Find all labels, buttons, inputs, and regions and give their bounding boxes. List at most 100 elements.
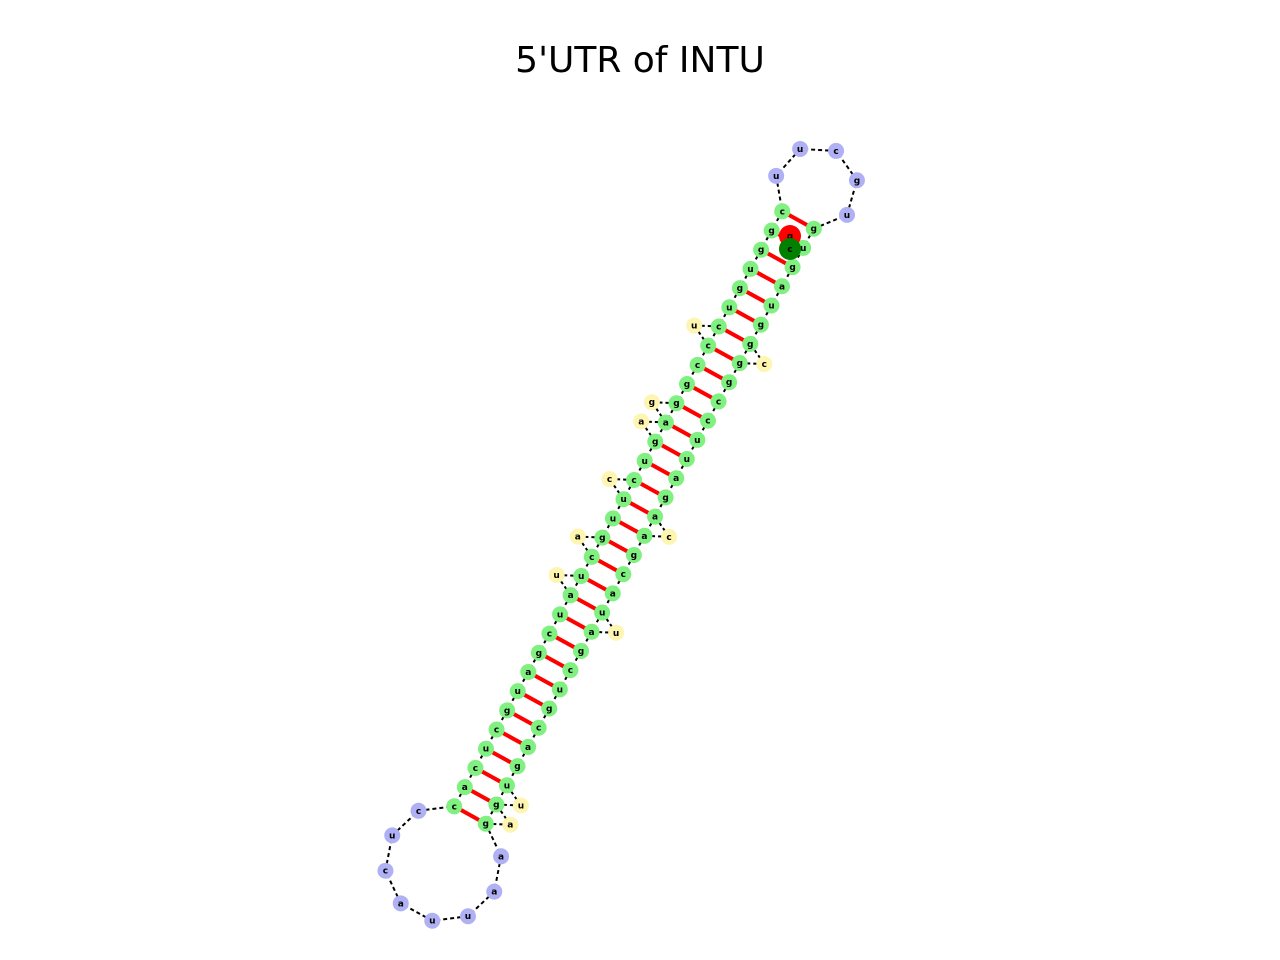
stem-nucleotide-label: c <box>631 476 636 486</box>
stem-nucleotide <box>541 625 558 642</box>
stem-nucleotide-label: g <box>789 263 795 273</box>
bulge-nucleotide-label: c <box>666 533 671 543</box>
stem-nucleotide-label: c <box>473 764 478 774</box>
stem-nucleotide-label: u <box>515 687 521 697</box>
stem-nucleotide <box>604 510 621 527</box>
stem-nucleotide-label: u <box>726 303 732 313</box>
stem-nucleotide-label: g <box>726 378 732 388</box>
stem-nucleotide <box>753 241 770 258</box>
stem-nucleotide <box>541 700 558 717</box>
bulge-nucleotide-label: u <box>691 321 697 331</box>
terminal-loop-nucleotide-label: u <box>429 917 435 927</box>
bulge-nucleotide-label: u <box>613 629 619 639</box>
stem-nucleotide-label: a <box>568 591 574 601</box>
stem-nucleotide-label: g <box>768 227 774 237</box>
stem-nucleotide-label: g <box>662 493 668 503</box>
terminal-loop-nucleotide <box>392 895 409 912</box>
hairpin-loop-nucleotide <box>839 206 856 223</box>
stem-nucleotide <box>689 356 706 373</box>
stem-nucleotide-label: c <box>706 342 711 352</box>
hairpin-loop-nucleotide-label: u <box>797 145 803 155</box>
stem-nucleotide <box>731 355 748 372</box>
stem-nucleotide-label: g <box>631 551 637 561</box>
stem-nucleotide <box>604 585 621 602</box>
stem-nucleotide <box>530 719 547 736</box>
terminal-loop-nucleotide <box>424 912 441 929</box>
stem-nucleotide <box>679 376 696 393</box>
stem-nucleotide-label: c <box>621 570 626 580</box>
stem-nucleotide <box>583 548 600 565</box>
bulge-nucleotide <box>512 797 529 814</box>
bulge-nucleotide-label: c <box>762 360 767 370</box>
terminal-loop-nucleotide-label: c <box>416 807 421 817</box>
hairpin-loop-nucleotide <box>848 172 865 189</box>
stem-nucleotide <box>615 491 632 508</box>
stem-nucleotide-label: c <box>452 802 457 812</box>
stem-nucleotide <box>721 299 738 316</box>
stem-nucleotide <box>774 203 791 220</box>
stem-nucleotide-label: a <box>673 474 679 484</box>
stem-nucleotide-label: g <box>652 438 658 448</box>
stem-nucleotide <box>689 431 706 448</box>
stem-nucleotide <box>731 280 748 297</box>
stem-nucleotide <box>763 222 780 239</box>
stem-nucleotide <box>499 702 516 719</box>
stem-nucleotide <box>668 470 685 487</box>
hairpin-loop-nucleotide <box>828 142 845 159</box>
stem-nucleotide <box>647 508 664 525</box>
bulge-nucleotide <box>548 566 565 583</box>
bulge-nucleotide <box>756 356 773 373</box>
stem-nucleotide <box>805 220 822 237</box>
stem-nucleotide-label: u <box>504 781 510 791</box>
stem-nucleotide-label: u <box>557 685 563 695</box>
stem-nucleotide-label: a <box>663 418 669 428</box>
stem-nucleotide <box>636 452 653 469</box>
stem-nucleotide <box>594 604 611 621</box>
stem-nucleotide <box>678 451 695 468</box>
hairpin-loop-nucleotide-label: c <box>833 147 838 157</box>
stem-nucleotide <box>551 681 568 698</box>
diagram-title: 5'UTR of INTU <box>515 40 765 81</box>
stem-nucleotide-label: u <box>578 572 584 582</box>
stem-nucleotide-label: u <box>557 610 563 620</box>
stem-nucleotide <box>488 721 505 738</box>
bulge-nucleotide <box>661 528 678 545</box>
stem-nucleotide-label: g <box>737 284 743 294</box>
terminal-loop-nucleotide-label: a <box>498 852 504 862</box>
stem-nucleotide <box>774 278 791 295</box>
stem-nucleotide-label: g <box>514 762 520 772</box>
stem-nucleotide-label: c <box>568 666 573 676</box>
terminal-loop-nucleotide-label: c <box>383 867 388 877</box>
bulge-nucleotide <box>643 394 660 411</box>
stem-nucleotide <box>668 395 685 412</box>
stem-nucleotide <box>626 472 643 489</box>
bulge-nucleotide <box>608 624 625 641</box>
hairpin-loop-nucleotide <box>792 140 809 157</box>
stem-nucleotide <box>498 777 515 794</box>
stem-nucleotide-label: u <box>483 745 489 755</box>
terminal-loop-nucleotide <box>384 827 401 844</box>
stem-nucleotide-label: g <box>811 225 817 235</box>
stem-nucleotide <box>615 566 632 583</box>
stem-nucleotide <box>699 412 716 429</box>
stem-nucleotide <box>552 606 569 623</box>
bulge-nucleotide-label: u <box>553 571 559 581</box>
nucleotide-layer: ccuuaugacaugcugggauuggugcgcgccgcguaugaug… <box>377 140 865 929</box>
stem-nucleotide <box>594 529 611 546</box>
stem-nucleotide-label: a <box>610 589 616 599</box>
stem-nucleotide-label: u <box>768 301 774 311</box>
hairpin-loop-nucleotide <box>768 167 785 184</box>
pair-bond-layer <box>453 209 815 826</box>
stem-nucleotide-label: g <box>546 705 552 715</box>
stem-nucleotide-label: a <box>589 628 595 638</box>
hairpin-loop-nucleotide-label: u <box>773 172 779 182</box>
bulge-nucleotide-label: c <box>607 475 612 485</box>
stem-nucleotide <box>742 260 759 277</box>
stem-nucleotide <box>520 738 537 755</box>
bulge-nucleotide-label: a <box>575 533 581 543</box>
stem-nucleotide <box>509 758 526 775</box>
stem-nucleotide-label: a <box>641 532 647 542</box>
terminal-loop-nucleotide <box>486 883 503 900</box>
stem-nucleotide <box>573 567 590 584</box>
